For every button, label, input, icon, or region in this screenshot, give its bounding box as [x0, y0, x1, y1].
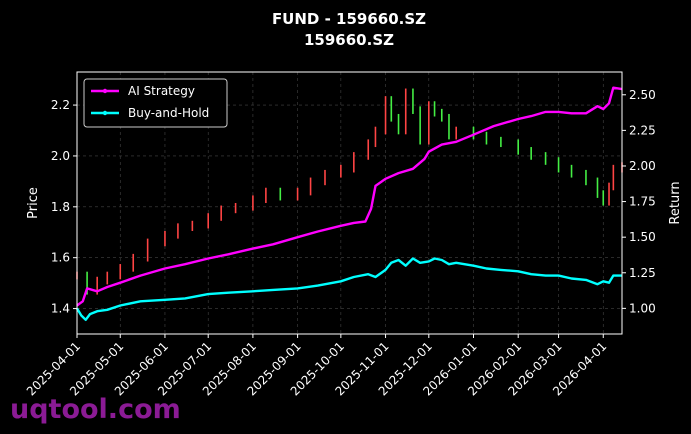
legend-marker-ai-strategy: [102, 88, 108, 94]
y2-tick-label: 1.00: [629, 301, 656, 315]
return-lines: [75, 86, 623, 321]
buy-and-hold-line: [75, 257, 622, 321]
chart-subtitle: 159660.SZ: [304, 31, 394, 49]
legend-marker-buy-and-hold: [102, 110, 108, 116]
y-axis-label: Price: [26, 187, 41, 219]
y-tick-label: 1.4: [51, 302, 70, 316]
y-tick-label: 1.6: [51, 251, 70, 265]
y2-tick-label: 1.25: [629, 266, 656, 280]
y2-tick-label: 1.75: [629, 195, 656, 209]
watermark: uqtool.com: [10, 394, 181, 425]
legend: AI Strategy Buy-and-Hold: [83, 78, 228, 128]
y2-tick-label: 2.50: [629, 88, 656, 102]
legend-label-buy-and-hold: Buy-and-Hold: [128, 106, 209, 120]
chart-title: FUND - 159660.SZ: [272, 10, 426, 28]
y2-tick-label: 1.50: [629, 230, 656, 244]
plot-frame: [76, 71, 623, 335]
y-tick-label: 2.2: [51, 98, 70, 112]
x-axis-ticks: 2025-04-012025-05-012025-06-012025-07-01…: [24, 334, 609, 398]
y-axis-ticks: 1.4 1.6 1.8 2.0 2.2: [51, 98, 77, 316]
y2-axis-ticks: 1.00 1.25 1.50 1.75 2.00 2.25 2.50: [622, 88, 656, 315]
ai-strategy-line: [76, 86, 623, 307]
legend-label-ai-strategy: AI Strategy: [128, 84, 195, 98]
y-tick-label: 1.8: [51, 200, 70, 214]
y2-axis-label: Return: [668, 181, 683, 224]
y2-tick-label: 2.25: [629, 123, 656, 137]
y2-tick-label: 2.00: [629, 159, 656, 173]
y-tick-label: 2.0: [51, 149, 70, 163]
legend-box: [83, 78, 228, 128]
